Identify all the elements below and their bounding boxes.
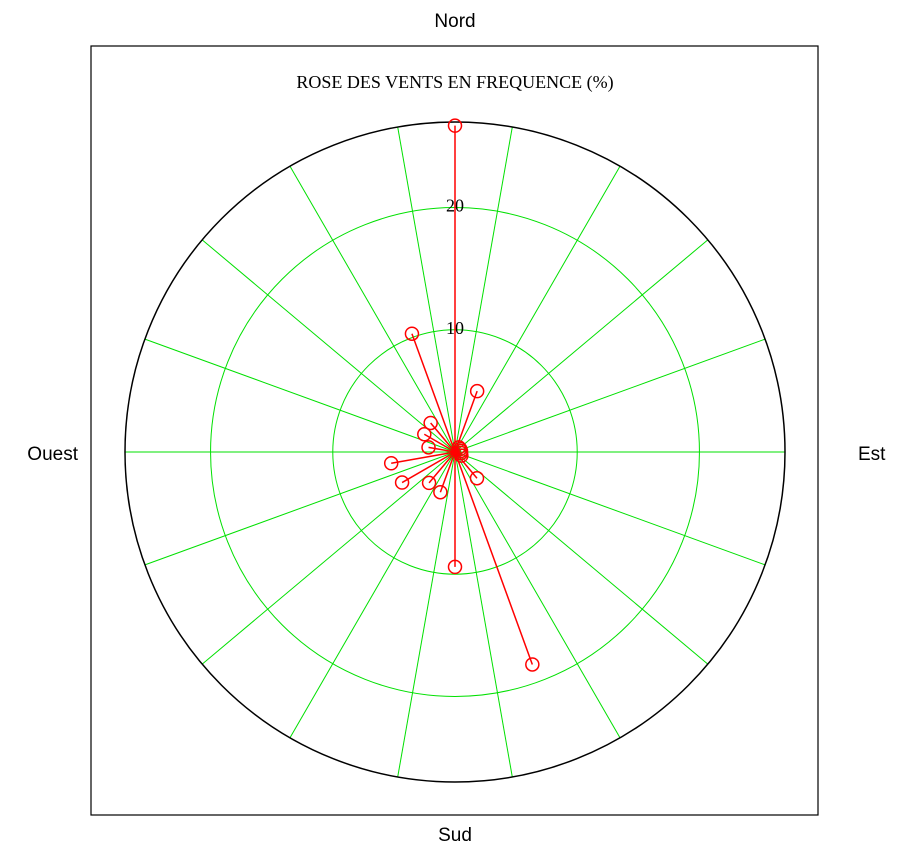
angular-grid-line (454, 451, 621, 739)
wind-marker (469, 470, 485, 486)
wind-spoke (454, 390, 478, 453)
east-label: Est (858, 444, 886, 465)
angular-grid-line (454, 239, 709, 453)
wind-marker (383, 455, 399, 471)
angular-grid-line (201, 451, 456, 665)
wind-marker (421, 440, 436, 455)
wind-spoke (454, 451, 534, 665)
north-label: Nord (434, 11, 475, 32)
angular-grid-line (454, 451, 513, 778)
wind-spoke (411, 333, 456, 453)
wind-spoke (401, 451, 456, 484)
wind-spoke (428, 446, 456, 453)
angular-grid-line (397, 451, 456, 778)
wind-marker (394, 475, 410, 490)
wind-marker (404, 326, 420, 341)
angular-grid-line (454, 451, 766, 566)
angular-grid-line (454, 451, 709, 665)
west-label: Ouest (27, 444, 78, 465)
wind-marker (433, 484, 448, 500)
angular-grid-line (144, 338, 456, 453)
angular-grid-line (454, 338, 766, 453)
outer-ring (124, 121, 786, 783)
angular-grid-line (454, 165, 621, 453)
angular-grid-line (144, 451, 456, 566)
angular-grid-line (289, 451, 456, 739)
chart-title: ROSE DES VENTS EN FREQUENCE (%) (296, 72, 613, 93)
wind-marker (447, 118, 463, 133)
wind-marker (469, 383, 485, 399)
wind-marker (447, 559, 463, 575)
angular-grid-line (201, 239, 456, 453)
wind-marker (421, 475, 437, 491)
frame (90, 45, 819, 816)
wind-marker (417, 427, 432, 442)
angular-grid-line (289, 165, 456, 453)
wind-marker (423, 415, 438, 431)
wind-spoke (454, 451, 478, 479)
wind-marker (525, 657, 540, 672)
south-label: Sud (438, 825, 472, 846)
angular-grid-line (454, 126, 513, 453)
angular-grid-line (397, 126, 456, 453)
wind-spoke (391, 451, 456, 464)
